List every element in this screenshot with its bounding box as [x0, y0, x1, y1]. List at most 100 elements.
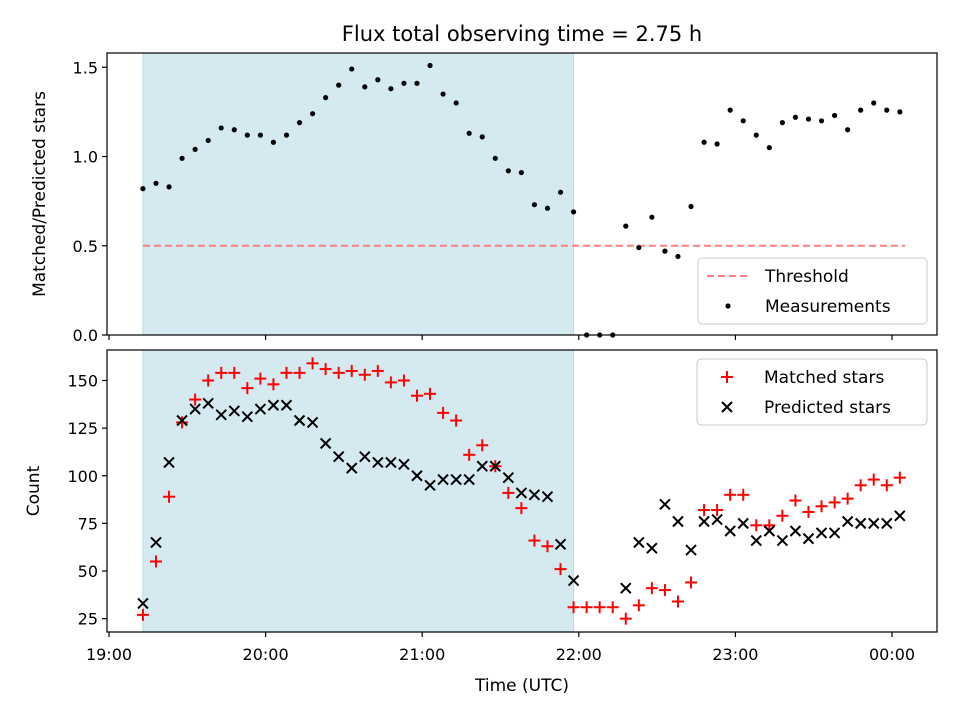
predicted-star-point — [737, 517, 749, 530]
measurement-point — [544, 205, 551, 211]
measurement-point — [231, 127, 237, 133]
legend-threshold-label: Threshold — [764, 267, 849, 287]
measurement-point — [636, 244, 642, 251]
xtick-label: 21:00 — [399, 645, 445, 664]
predicted-star-point — [137, 597, 149, 610]
matched-star-point — [176, 416, 189, 429]
matched-star-point — [541, 540, 554, 553]
legend-matched-swatch — [721, 371, 733, 383]
top-panel: Flux total observing time = 2.75 h 0.00.… — [30, 22, 938, 345]
bottom-y-axis: 25 50 75 100 125 150 — [67, 371, 107, 629]
predicted-star-point — [567, 574, 580, 587]
predicted-star-point — [346, 462, 358, 474]
matched-star-point — [776, 509, 789, 522]
matched-star-point — [371, 364, 384, 377]
legend-measurements-label: Measurements — [765, 297, 891, 317]
predicted-star-point — [372, 456, 384, 469]
bottom-ytick-label: 150 — [67, 371, 98, 390]
matched-star-point — [450, 414, 463, 427]
bottom-y-axis-label: Count — [24, 465, 44, 516]
predicted-star-point — [254, 403, 267, 415]
top-legend-box — [697, 257, 928, 325]
matched-star-point — [789, 494, 802, 507]
matched-star-point — [163, 490, 176, 503]
xtick-label: 20:00 — [243, 645, 289, 664]
measurement-point — [845, 127, 851, 133]
matched-star-point — [867, 473, 880, 486]
top-ytick-label: 0.0 — [73, 326, 98, 345]
x-axis-label: Time (UTC) — [474, 676, 569, 696]
observing-window-shade-top — [142, 52, 575, 336]
top-y-axis-label: Matched/Predicted stars — [30, 91, 50, 297]
measurement-point — [570, 209, 577, 215]
bottom-legend: Matched stars Predicted stars — [696, 358, 928, 426]
measurement-point — [388, 86, 394, 92]
predicted-star-point — [424, 479, 436, 491]
measurement-point — [675, 253, 681, 260]
chart-title: Flux total observing time = 2.75 h — [342, 22, 702, 46]
predicted-star-point — [646, 542, 658, 554]
matched-star-point — [280, 366, 293, 379]
matched-star-point — [228, 366, 241, 379]
measurement-point — [884, 107, 890, 113]
predicted-star-point — [241, 410, 254, 423]
measurement-point — [427, 62, 433, 69]
measurement-point — [479, 134, 485, 140]
predicted-star-point — [332, 450, 345, 463]
matched-star-point — [345, 364, 358, 377]
predicted-star-point — [163, 456, 175, 469]
predicted-star-point — [463, 473, 475, 486]
matched-star-point — [802, 505, 815, 518]
matched-star-point — [632, 599, 645, 612]
matched-star-point — [619, 612, 632, 625]
measurement-point — [753, 132, 759, 138]
measurement-point — [662, 248, 668, 254]
predicted-star-point — [150, 536, 162, 549]
bottom-ytick-label: 25 — [78, 610, 98, 629]
matched-star-point — [737, 488, 750, 501]
observing-window-rect — [142, 52, 575, 336]
measurement-point — [701, 139, 707, 145]
measurement-point — [792, 114, 799, 120]
measurement-point — [818, 118, 825, 124]
predicted-star-point — [841, 515, 854, 528]
matched-star-point — [698, 504, 711, 517]
bottom-plot-frame — [106, 349, 938, 633]
matched-star-point — [136, 608, 149, 621]
measurement-point — [623, 223, 629, 229]
measurement-point — [270, 139, 277, 145]
legend-measurements-swatch — [725, 303, 731, 309]
top-y-axis: 0.0 0.5 1.0 1.5 — [73, 58, 107, 345]
matched-star-point — [241, 382, 254, 395]
measurement-point — [401, 80, 407, 86]
legend-matched-label: Matched stars — [764, 368, 884, 388]
predicted-star-point — [881, 517, 893, 530]
measurement-point — [323, 95, 329, 101]
predicted-star-point — [489, 460, 501, 472]
predicted-star-point — [815, 527, 828, 539]
predicted-star-point — [868, 517, 880, 530]
predicted-star-point — [385, 456, 397, 469]
predicted-star-point — [541, 491, 554, 503]
predicted-star-point — [828, 527, 841, 539]
predicted-star-point — [293, 414, 306, 427]
measurement-point — [283, 132, 290, 138]
measurement-point — [153, 180, 159, 186]
predicted-star-point — [398, 458, 410, 471]
predicted-star-point — [633, 536, 645, 549]
predicted-stars-layer — [137, 397, 906, 610]
measurement-point — [505, 168, 511, 174]
predicted-star-point — [711, 513, 723, 526]
observing-window-shade-bottom — [142, 349, 575, 633]
measurement-point — [858, 107, 864, 113]
measurement-point — [557, 189, 564, 195]
predicted-star-point — [776, 534, 789, 547]
matched-star-point — [254, 372, 267, 385]
matched-star-point — [593, 601, 606, 614]
matched-star-point — [528, 534, 541, 547]
measurement-point — [349, 66, 355, 72]
matched-star-point — [658, 584, 671, 597]
predicted-star-point — [359, 450, 371, 463]
measurement-point — [518, 169, 524, 176]
